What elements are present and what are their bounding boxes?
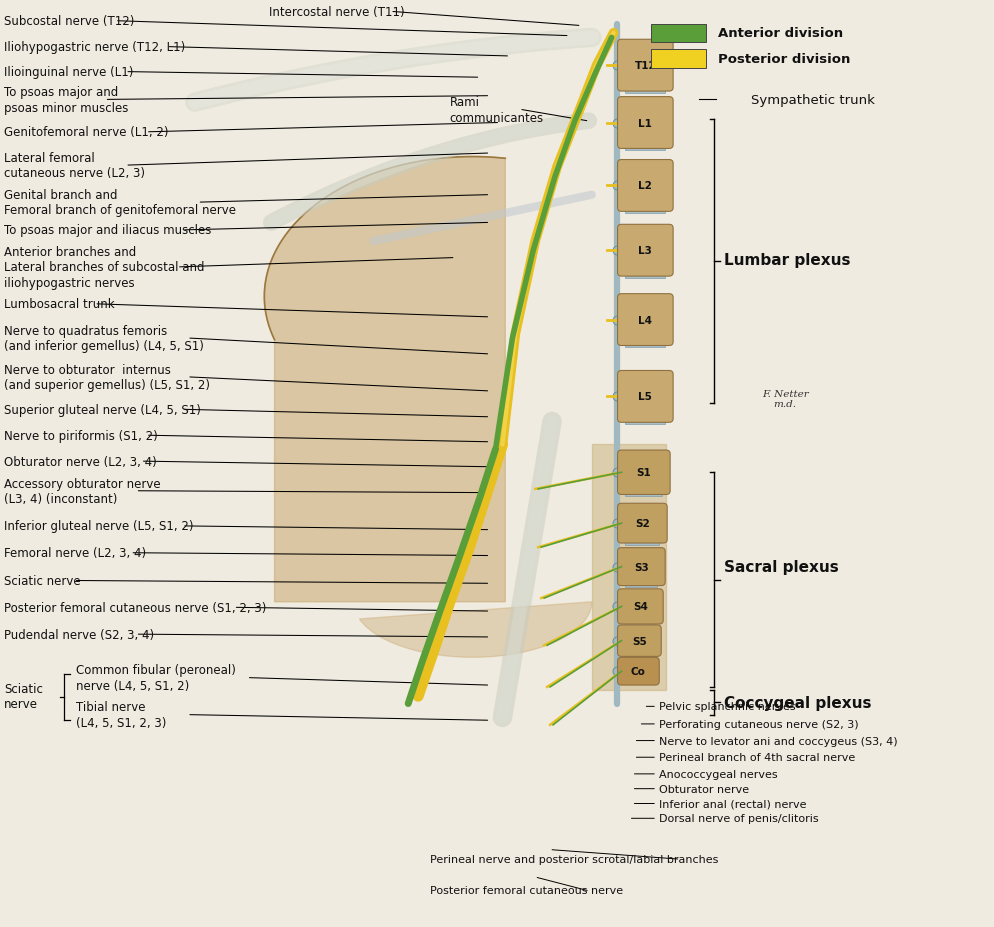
- Text: L4: L4: [638, 315, 652, 325]
- FancyBboxPatch shape: [617, 657, 659, 685]
- Text: F. Netter
m.d.: F. Netter m.d.: [761, 389, 808, 409]
- FancyBboxPatch shape: [617, 295, 673, 346]
- Text: Rami
communicantes: Rami communicantes: [449, 96, 544, 124]
- Bar: [625, 617, 655, 626]
- Text: Inferior anal (rectal) nerve: Inferior anal (rectal) nerve: [659, 799, 806, 808]
- Text: To psoas major and iliacus muscles: To psoas major and iliacus muscles: [4, 224, 212, 237]
- Bar: [625, 536, 659, 545]
- Text: Perineal branch of 4th sacral nerve: Perineal branch of 4th sacral nerve: [659, 753, 855, 762]
- Text: Posterior femoral cutaneous nerve (S1, 2, 3): Posterior femoral cutaneous nerve (S1, 2…: [4, 602, 266, 615]
- FancyBboxPatch shape: [617, 371, 673, 423]
- Text: Sciatic
nerve: Sciatic nerve: [4, 682, 43, 711]
- Text: Lateral femoral
cutaneous nerve (L2, 3): Lateral femoral cutaneous nerve (L2, 3): [4, 152, 145, 180]
- FancyBboxPatch shape: [617, 451, 670, 495]
- Text: S3: S3: [633, 562, 648, 572]
- Text: Sacral plexus: Sacral plexus: [723, 560, 838, 575]
- FancyBboxPatch shape: [617, 97, 673, 149]
- Text: Sympathetic trunk: Sympathetic trunk: [749, 94, 874, 107]
- Bar: [625, 84, 665, 94]
- Text: L5: L5: [638, 392, 652, 402]
- Text: Obturator nerve: Obturator nerve: [659, 784, 748, 794]
- Text: Posterior division: Posterior division: [717, 53, 849, 66]
- Text: Accessory obturator nerve
(L3, 4) (inconstant): Accessory obturator nerve (L3, 4) (incon…: [4, 477, 161, 505]
- Polygon shape: [591, 445, 666, 690]
- Text: Genital branch and
Femoral branch of genitofemoral nerve: Genital branch and Femoral branch of gen…: [4, 188, 237, 217]
- FancyBboxPatch shape: [617, 503, 667, 543]
- Text: Nerve to levator ani and coccygeus (S3, 4): Nerve to levator ani and coccygeus (S3, …: [659, 736, 897, 745]
- Text: Obturator nerve (L2, 3, 4): Obturator nerve (L2, 3, 4): [4, 455, 157, 468]
- Text: Dorsal nerve of penis/clitoris: Dorsal nerve of penis/clitoris: [659, 813, 818, 823]
- Text: T12: T12: [634, 61, 656, 71]
- FancyBboxPatch shape: [617, 225, 673, 277]
- Text: Inferior gluteal nerve (L5, S1, 2): Inferior gluteal nerve (L5, S1, 2): [4, 520, 194, 533]
- Bar: [625, 205, 665, 214]
- Bar: [625, 415, 665, 425]
- Text: Lumbar plexus: Lumbar plexus: [723, 253, 849, 268]
- Text: L1: L1: [638, 119, 652, 128]
- Text: Perineal nerve and posterior scrotal/labial branches: Perineal nerve and posterior scrotal/lab…: [429, 854, 718, 864]
- Text: L3: L3: [638, 246, 652, 256]
- Bar: [625, 338, 665, 348]
- Text: Nerve to obturator  internus
(and superior gemellus) (L5, S1, 2): Nerve to obturator internus (and superio…: [4, 363, 210, 392]
- Text: Posterior femoral cutaneous nerve: Posterior femoral cutaneous nerve: [429, 885, 622, 895]
- FancyBboxPatch shape: [617, 40, 673, 92]
- FancyBboxPatch shape: [617, 590, 663, 624]
- Text: Lumbosacral trunk: Lumbosacral trunk: [4, 298, 115, 311]
- Text: Anococcygeal nerves: Anococcygeal nerves: [659, 769, 777, 779]
- Text: Iliohypogastric nerve (T12, L1): Iliohypogastric nerve (T12, L1): [4, 41, 186, 54]
- FancyBboxPatch shape: [617, 625, 661, 656]
- Bar: [625, 649, 653, 658]
- Text: Intercostal nerve (T11): Intercostal nerve (T11): [269, 6, 405, 19]
- Bar: [651, 50, 705, 69]
- Bar: [625, 488, 662, 497]
- Text: Common fibular (peroneal)
nerve (L4, 5, S1, 2): Common fibular (peroneal) nerve (L4, 5, …: [76, 664, 236, 692]
- Polygon shape: [264, 158, 505, 603]
- Text: Anterior branches and
Lateral branches of subcostal and
iliohypogastric nerves: Anterior branches and Lateral branches o…: [4, 246, 205, 289]
- FancyBboxPatch shape: [617, 160, 673, 212]
- Text: L2: L2: [638, 182, 652, 191]
- Text: S1: S1: [636, 468, 651, 477]
- Text: To psoas major and
psoas minor muscles: To psoas major and psoas minor muscles: [4, 86, 128, 115]
- Text: Femoral nerve (L2, 3, 4): Femoral nerve (L2, 3, 4): [4, 547, 146, 560]
- Text: S4: S4: [632, 602, 647, 612]
- Text: Anterior division: Anterior division: [717, 27, 842, 40]
- Text: Perforating cutaneous nerve (S2, 3): Perforating cutaneous nerve (S2, 3): [659, 719, 858, 730]
- Text: Nerve to piriformis (S1, 2): Nerve to piriformis (S1, 2): [4, 429, 158, 442]
- Polygon shape: [359, 603, 591, 657]
- Text: S5: S5: [631, 636, 646, 646]
- FancyBboxPatch shape: [617, 548, 665, 586]
- Bar: [625, 578, 657, 588]
- Text: Genitofemoral nerve (L1, 2): Genitofemoral nerve (L1, 2): [4, 126, 169, 139]
- Text: Coccygeal plexus: Coccygeal plexus: [723, 695, 871, 710]
- Bar: [625, 270, 665, 279]
- Text: Subcostal nerve (T12): Subcostal nerve (T12): [4, 15, 134, 28]
- Text: Pudendal nerve (S2, 3, 4): Pudendal nerve (S2, 3, 4): [4, 628, 154, 641]
- Bar: [651, 24, 705, 43]
- Text: Sciatic nerve: Sciatic nerve: [4, 575, 81, 588]
- Text: S2: S2: [634, 518, 649, 528]
- Text: Co: Co: [630, 667, 645, 677]
- Bar: [625, 142, 665, 151]
- Text: Nerve to quadratus femoris
(and inferior gemellus) (L4, 5, S1): Nerve to quadratus femoris (and inferior…: [4, 324, 204, 353]
- Text: Pelvic splanchnic nerves: Pelvic splanchnic nerves: [659, 702, 795, 712]
- Text: Ilioinguinal nerve (L1): Ilioinguinal nerve (L1): [4, 66, 133, 79]
- Text: Tibial nerve
(L4, 5, S1, 2, 3): Tibial nerve (L4, 5, S1, 2, 3): [76, 701, 166, 730]
- Text: Superior gluteal nerve (L4, 5, S1): Superior gluteal nerve (L4, 5, S1): [4, 403, 201, 416]
